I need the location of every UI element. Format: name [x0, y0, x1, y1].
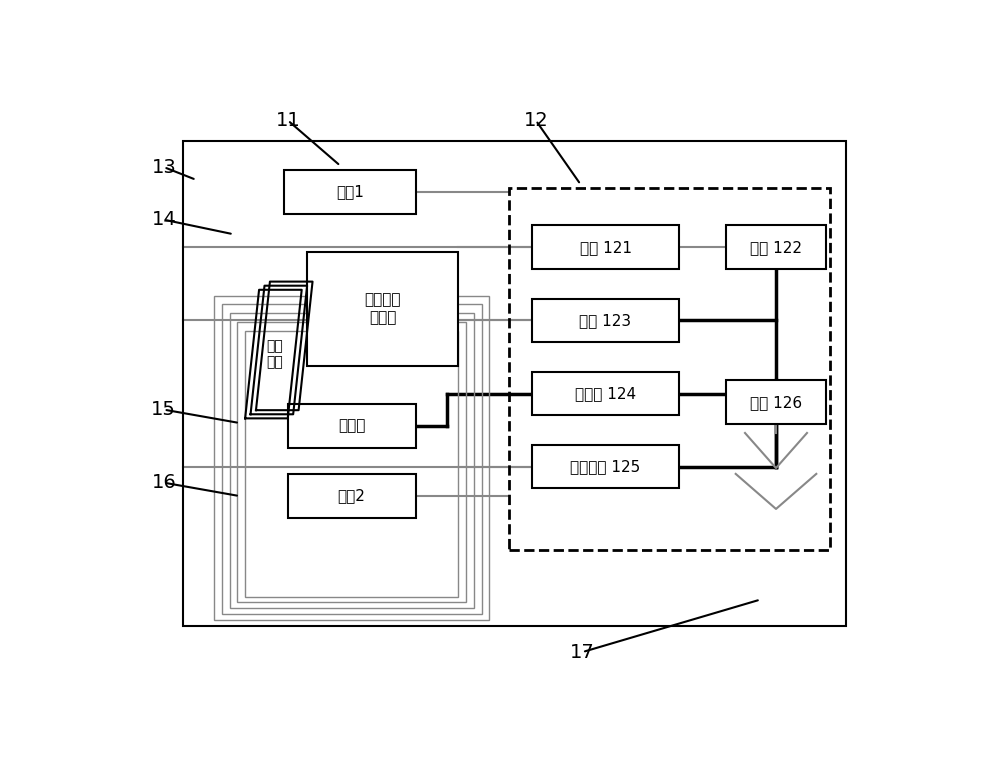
Text: 电源 121: 电源 121	[580, 240, 632, 255]
Bar	[288, 404, 416, 448]
Bar	[230, 313, 474, 608]
Text: 15: 15	[151, 400, 176, 419]
Bar	[222, 304, 482, 614]
Text: 17: 17	[570, 643, 595, 662]
Bar	[284, 170, 416, 214]
Bar	[183, 140, 846, 626]
Text: 12: 12	[523, 111, 548, 130]
Text: 数据处理
和通讯: 数据处理 和通讯	[364, 292, 401, 325]
Text: 14: 14	[151, 210, 176, 229]
Text: 看门狗: 看门狗	[338, 418, 365, 433]
Text: 内核 122: 内核 122	[750, 240, 802, 255]
Text: 电源1: 电源1	[336, 184, 364, 200]
Bar	[214, 295, 489, 620]
Text: 11: 11	[275, 111, 300, 130]
Text: 电源2: 电源2	[338, 488, 366, 503]
Text: 模数转换 125: 模数转换 125	[570, 459, 641, 474]
Bar	[726, 225, 826, 269]
Text: 通讯 123: 通讯 123	[579, 313, 632, 328]
Bar	[532, 372, 679, 415]
Bar	[237, 322, 466, 603]
Text: 16: 16	[151, 473, 176, 492]
Bar	[532, 298, 679, 342]
Bar	[726, 380, 826, 424]
Bar	[288, 474, 416, 518]
Text: 13: 13	[151, 158, 176, 177]
Text: 数据
选择: 数据 选择	[267, 339, 283, 369]
Bar	[307, 252, 458, 366]
Text: 无线 126: 无线 126	[750, 395, 802, 410]
Text: 看门狗 124: 看门狗 124	[575, 386, 636, 401]
Bar	[532, 445, 679, 489]
Bar	[245, 331, 458, 597]
Bar	[509, 187, 830, 550]
Bar	[532, 225, 679, 269]
